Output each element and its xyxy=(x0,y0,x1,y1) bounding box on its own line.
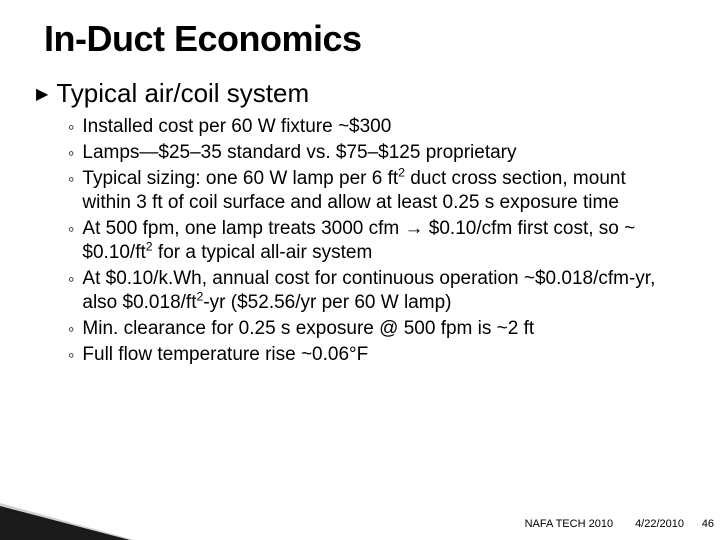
circle-bullet-icon: ◦ xyxy=(68,167,74,191)
list-item: ◦ Typical sizing: one 60 W lamp per 6 ft… xyxy=(68,167,676,215)
list-item: ◦ Lamps—$25–35 standard vs. $75–$125 pro… xyxy=(68,141,676,165)
list-item-text: Typical sizing: one 60 W lamp per 6 ft2 … xyxy=(82,167,676,215)
list-item: ◦ Min. clearance for 0.25 s exposure @ 5… xyxy=(68,317,676,341)
footer-date: 4/22/2010 xyxy=(635,518,684,530)
corner-decoration xyxy=(0,506,130,540)
list-item-text: At 500 fpm, one lamp treats 3000 cfm → $… xyxy=(82,217,676,265)
page-number: 46 xyxy=(702,518,714,530)
slide: In-Duct Economics ▶ Typical air/coil sys… xyxy=(0,0,720,540)
list-item: ◦ Full flow temperature rise ~0.06°F xyxy=(68,343,676,367)
footer: NAFA TECH 2010 4/22/2010 xyxy=(525,518,684,530)
footer-event: NAFA TECH 2010 xyxy=(525,518,613,530)
slide-title: In-Duct Economics xyxy=(44,18,676,60)
main-bullet-text: Typical air/coil system xyxy=(56,78,309,109)
list-item-text: Lamps—$25–35 standard vs. $75–$125 propr… xyxy=(82,141,516,165)
list-item: ◦ At 500 fpm, one lamp treats 3000 cfm →… xyxy=(68,217,676,265)
list-item-text: Min. clearance for 0.25 s exposure @ 500… xyxy=(82,317,534,341)
sub-bullet-list: ◦ Installed cost per 60 W fixture ~$300 … xyxy=(68,115,676,367)
main-bullet: ▶ Typical air/coil system xyxy=(36,78,676,109)
list-item-text: At $0.10/k.Wh, annual cost for continuou… xyxy=(82,267,676,315)
circle-bullet-icon: ◦ xyxy=(68,141,74,165)
list-item-text: Installed cost per 60 W fixture ~$300 xyxy=(82,115,391,139)
list-item-text: Full flow temperature rise ~0.06°F xyxy=(82,343,368,367)
list-item: ◦ At $0.10/k.Wh, annual cost for continu… xyxy=(68,267,676,315)
circle-bullet-icon: ◦ xyxy=(68,343,74,367)
circle-bullet-icon: ◦ xyxy=(68,267,74,291)
list-item: ◦ Installed cost per 60 W fixture ~$300 xyxy=(68,115,676,139)
circle-bullet-icon: ◦ xyxy=(68,317,74,341)
circle-bullet-icon: ◦ xyxy=(68,115,74,139)
triangle-bullet-icon: ▶ xyxy=(36,84,48,104)
circle-bullet-icon: ◦ xyxy=(68,217,74,241)
